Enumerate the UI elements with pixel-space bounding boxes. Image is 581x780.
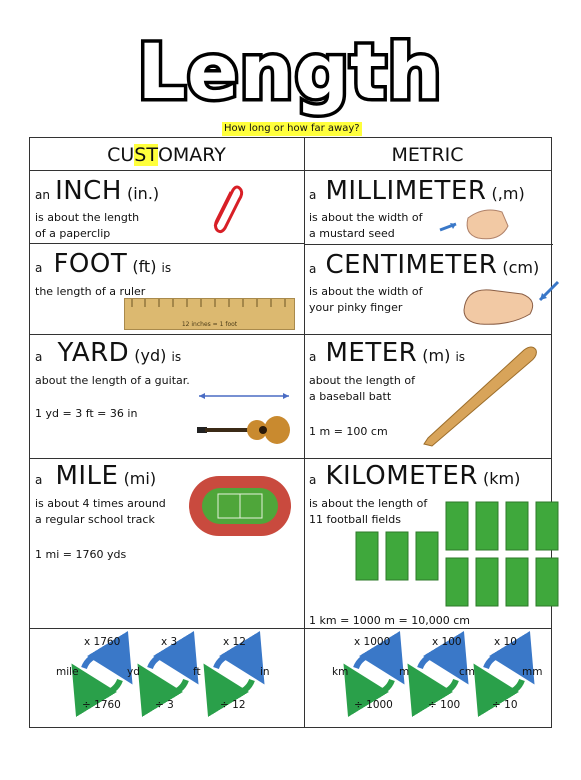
guitar-icon: [197, 393, 290, 444]
meter-heading: a METER (m) is: [309, 338, 466, 368]
foot-desc: the length of a ruler: [35, 285, 146, 298]
finger-icon: [463, 280, 560, 325]
inch-heading: an INCH (in.): [35, 176, 160, 206]
centimeter-desc: is about the width of your pinky finger: [309, 285, 423, 314]
unit-label: in: [260, 666, 270, 678]
unit-label: mm: [522, 666, 542, 678]
unit-label: ft: [193, 666, 201, 678]
multiply-label: x 3: [161, 636, 177, 648]
multiply-label: x 1760: [84, 636, 120, 648]
title-text: Length: [138, 27, 443, 116]
unit-label: mile: [56, 666, 79, 678]
unit-label: yd: [127, 666, 140, 678]
multiply-label: x 12: [223, 636, 246, 648]
metric-header: METRIC: [391, 144, 464, 166]
inch-desc: is about the length of a paperclip: [35, 211, 140, 240]
track-icon: [189, 476, 291, 536]
kilometer-desc: is about the length of 11 football fields: [309, 497, 428, 526]
yard-desc: about the length of a guitar.: [35, 374, 190, 387]
row-divider: [30, 334, 551, 335]
mile-equation: 1 mi = 1760 yds: [35, 548, 127, 561]
kilometer-heading: a KILOMETER (km): [309, 461, 521, 491]
mile-desc: is about 4 times around a regular school …: [35, 497, 166, 526]
divide-label: ÷ 1760: [82, 699, 121, 711]
kilometer-equation: 1 km = 1000 m = 10,000 cm: [309, 614, 470, 627]
unit-label: m: [399, 666, 409, 678]
pinch-icon: [439, 209, 509, 240]
subtitle: How long or how far away?: [222, 122, 362, 136]
divide-label: ÷ 12: [220, 699, 246, 711]
millimeter-desc: is about the width of a mustard seed: [309, 211, 423, 240]
row-divider: [30, 458, 551, 459]
meter-equation: 1 m = 100 cm: [309, 425, 388, 438]
multiply-label: x 100: [432, 636, 462, 648]
mile-heading: a MILE (mi): [35, 461, 157, 491]
page-title: Length: [0, 18, 581, 120]
bat-icon: [423, 346, 537, 447]
unit-label: km: [332, 666, 348, 678]
row-divider: [30, 243, 304, 244]
paperclip-icon: [213, 185, 244, 234]
football-fields-icon: [355, 501, 559, 607]
ruler-ticks: [131, 299, 286, 307]
yard-heading: a YARD (yd) is: [35, 338, 182, 368]
customary-header: CUSTOMARY: [107, 144, 226, 166]
divide-label: ÷ 10: [492, 699, 518, 711]
center-divider: [304, 138, 305, 727]
ruler-icon: 12 inches = 1 foot: [124, 298, 295, 330]
chart-grid: [29, 137, 553, 728]
divide-label: ÷ 3: [155, 699, 174, 711]
millimeter-heading: a MILLIMETER (,m): [309, 176, 525, 206]
multiply-label: x 1000: [354, 636, 390, 648]
divide-label: ÷ 100: [428, 699, 460, 711]
yard-equation: 1 yd = 3 ft = 36 in: [35, 407, 138, 420]
customary-conversion: mile yd ft in x 1760 x 3 x 12 ÷ 1760 ÷ 3…: [56, 630, 270, 718]
unit-label: cm: [459, 666, 475, 678]
foot-heading: a FOOT (ft) is: [35, 249, 172, 279]
divide-label: ÷ 1000: [354, 699, 393, 711]
row-divider: [304, 244, 553, 245]
row-divider: [30, 628, 551, 629]
row-divider: [30, 170, 551, 171]
multiply-label: x 10: [494, 636, 517, 648]
metric-conversion: km m cm mm x 1000 x 100 x 10 ÷ 1000 ÷ 10…: [332, 630, 542, 718]
meter-desc: about the length of a baseball batt: [309, 374, 415, 403]
centimeter-heading: a CENTIMETER (cm): [309, 250, 540, 280]
title-art: Length: [134, 24, 445, 120]
ruler-label: 12 inches = 1 foot: [181, 321, 238, 328]
